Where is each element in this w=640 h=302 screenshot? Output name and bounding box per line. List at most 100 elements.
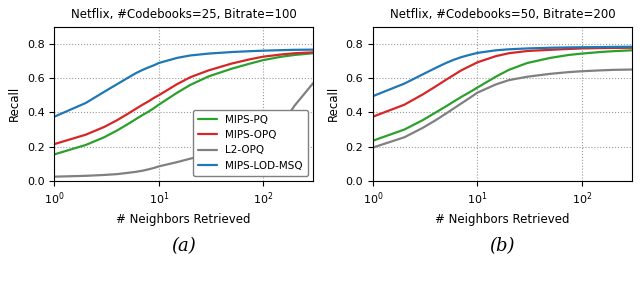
L2-OPQ: [596, 69, 604, 72]
MIPS-LOD-MSQ: [458, 55, 465, 59]
MIPS-OPQ: [132, 107, 140, 111]
MIPS-PQ: [186, 83, 194, 87]
MIPS-LOD-MSQ: [278, 48, 285, 52]
MIPS-OPQ: [401, 103, 408, 107]
L2-OPQ: [278, 123, 285, 126]
MIPS-PQ: [458, 95, 465, 99]
L2-OPQ: [369, 146, 377, 149]
MIPS-OPQ: [186, 76, 194, 79]
MIPS-OPQ: [419, 93, 427, 96]
Line: MIPS-PQ: MIPS-PQ: [373, 50, 632, 141]
Text: (a): (a): [172, 237, 196, 255]
MIPS-PQ: [278, 55, 285, 59]
MIPS-OPQ: [442, 78, 450, 82]
MIPS-PQ: [113, 129, 121, 132]
MIPS-OPQ: [547, 48, 554, 52]
MIPS-OPQ: [468, 63, 476, 66]
MIPS-OPQ: [309, 50, 317, 54]
Title: Netflix, #Codebooks=50, Bitrate=200: Netflix, #Codebooks=50, Bitrate=200: [390, 8, 615, 21]
L2-OPQ: [205, 153, 212, 156]
MIPS-PQ: [124, 123, 131, 126]
Line: MIPS-OPQ: MIPS-OPQ: [373, 48, 632, 117]
L2-OPQ: [463, 98, 471, 101]
L2-OPQ: [628, 68, 636, 71]
L2-OPQ: [113, 172, 121, 176]
L2-OPQ: [492, 83, 500, 86]
MIPS-PQ: [259, 58, 267, 62]
MIPS-PQ: [82, 143, 90, 147]
MIPS-LOD-MSQ: [100, 90, 108, 94]
MIPS-OPQ: [278, 53, 285, 56]
L2-OPQ: [524, 75, 531, 79]
L2-OPQ: [578, 69, 586, 73]
MIPS-PQ: [309, 51, 317, 55]
MIPS-PQ: [492, 75, 500, 79]
MIPS-LOD-MSQ: [186, 54, 194, 57]
Legend: MIPS-PQ, MIPS-OPQ, L2-OPQ, MIPS-LOD-MSQ: MIPS-PQ, MIPS-OPQ, L2-OPQ, MIPS-LOD-MSQ: [193, 110, 308, 176]
MIPS-PQ: [628, 49, 636, 52]
MIPS-LOD-MSQ: [150, 63, 158, 67]
L2-OPQ: [442, 112, 450, 115]
MIPS-OPQ: [205, 69, 212, 72]
MIPS-OPQ: [505, 51, 513, 55]
MIPS-OPQ: [578, 47, 586, 50]
L2-OPQ: [139, 169, 147, 172]
L2-OPQ: [474, 91, 481, 95]
MIPS-LOD-MSQ: [468, 52, 476, 56]
MIPS-PQ: [442, 104, 450, 108]
MIPS-LOD-MSQ: [505, 47, 513, 51]
L2-OPQ: [401, 135, 408, 139]
MIPS-LOD-MSQ: [124, 76, 131, 80]
Line: MIPS-LOD-MSQ: MIPS-LOD-MSQ: [373, 47, 632, 96]
MIPS-OPQ: [451, 73, 458, 76]
MIPS-OPQ: [173, 82, 181, 86]
MIPS-LOD-MSQ: [451, 58, 458, 61]
L2-OPQ: [609, 68, 617, 72]
MIPS-LOD-MSQ: [173, 56, 181, 60]
Y-axis label: Recall: Recall: [327, 86, 340, 121]
L2-OPQ: [432, 118, 440, 122]
MIPS-LOD-MSQ: [442, 61, 450, 65]
MIPS-LOD-MSQ: [139, 68, 147, 72]
Y-axis label: Recall: Recall: [8, 86, 21, 121]
L2-OPQ: [565, 70, 573, 74]
MIPS-LOD-MSQ: [82, 101, 90, 105]
L2-OPQ: [419, 126, 427, 130]
MIPS-LOD-MSQ: [228, 50, 236, 54]
MIPS-PQ: [139, 113, 147, 117]
MIPS-PQ: [369, 139, 377, 143]
Line: MIPS-LOD-MSQ: MIPS-LOD-MSQ: [54, 50, 313, 117]
MIPS-OPQ: [609, 46, 617, 50]
MIPS-OPQ: [524, 49, 531, 53]
MIPS-LOD-MSQ: [419, 72, 427, 76]
L2-OPQ: [145, 168, 152, 171]
MIPS-PQ: [419, 118, 427, 122]
MIPS-PQ: [451, 99, 458, 103]
MIPS-PQ: [205, 75, 212, 78]
Line: L2-OPQ: L2-OPQ: [373, 69, 632, 148]
MIPS-OPQ: [246, 57, 254, 61]
MIPS-PQ: [155, 103, 163, 107]
MIPS-PQ: [468, 88, 476, 92]
MIPS-LOD-MSQ: [291, 48, 298, 52]
MIPS-OPQ: [113, 118, 121, 122]
Line: MIPS-PQ: MIPS-PQ: [54, 53, 313, 154]
MIPS-PQ: [609, 49, 617, 53]
MIPS-LOD-MSQ: [609, 45, 617, 49]
MIPS-PQ: [505, 68, 513, 72]
MIPS-LOD-MSQ: [401, 82, 408, 85]
MIPS-PQ: [132, 117, 140, 121]
L2-OPQ: [51, 175, 58, 178]
L2-OPQ: [228, 149, 236, 153]
MIPS-PQ: [150, 106, 158, 110]
L2-OPQ: [173, 160, 181, 164]
L2-OPQ: [155, 165, 163, 168]
L2-OPQ: [150, 166, 158, 170]
MIPS-OPQ: [565, 47, 573, 51]
MIPS-LOD-MSQ: [565, 46, 573, 49]
MIPS-OPQ: [458, 69, 465, 72]
MIPS-LOD-MSQ: [492, 49, 500, 52]
MIPS-OPQ: [291, 51, 298, 55]
MIPS-OPQ: [124, 112, 131, 116]
MIPS-OPQ: [259, 55, 267, 59]
